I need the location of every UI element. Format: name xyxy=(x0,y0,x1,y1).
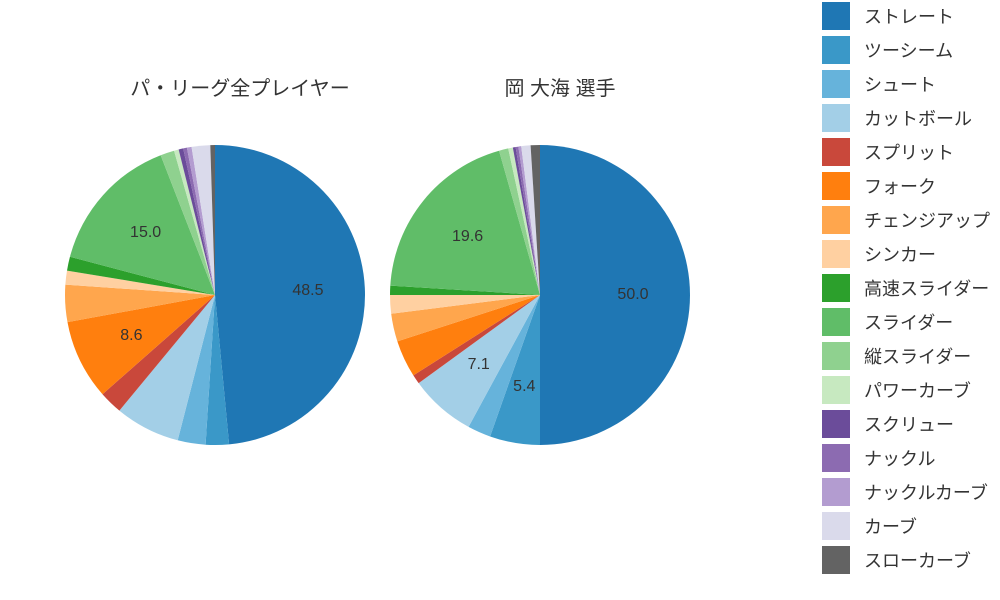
legend-item: シンカー xyxy=(822,242,990,266)
legend-label: ストレート xyxy=(864,3,954,29)
legend-item: 縦スライダー xyxy=(822,344,990,368)
legend-label: チェンジアップ xyxy=(864,207,990,233)
legend-label: スローカーブ xyxy=(864,547,971,573)
slice-label-fork: 8.6 xyxy=(120,327,142,345)
slice-label-straight: 48.5 xyxy=(292,282,323,300)
legend-item: スプリット xyxy=(822,140,990,164)
legend-swatch xyxy=(822,376,850,404)
legend-label: パワーカーブ xyxy=(864,377,971,403)
chart1-title: パ・リーグ全プレイヤー xyxy=(90,72,390,101)
legend: ストレートツーシームシュートカットボールスプリットフォークチェンジアップシンカー… xyxy=(822,4,990,582)
legend-label: フォーク xyxy=(864,173,936,199)
legend-item: スクリュー xyxy=(822,412,990,436)
legend-label: 縦スライダー xyxy=(864,343,971,369)
chart-container: { "background_color": "#ffffff", "text_c… xyxy=(0,0,1000,600)
legend-swatch xyxy=(822,444,850,472)
legend-swatch xyxy=(822,172,850,200)
legend-swatch xyxy=(822,512,850,540)
chart2-title: 岡 大海 選手 xyxy=(410,72,710,101)
slice-straight xyxy=(540,145,690,445)
legend-swatch xyxy=(822,240,850,268)
legend-swatch xyxy=(822,546,850,574)
legend-swatch xyxy=(822,478,850,506)
legend-swatch xyxy=(822,274,850,302)
legend-item: パワーカーブ xyxy=(822,378,990,402)
slice-label-straight: 50.0 xyxy=(617,286,648,304)
legend-item: 高速スライダー xyxy=(822,276,990,300)
legend-swatch xyxy=(822,2,850,30)
legend-item: シュート xyxy=(822,72,990,96)
legend-label: スクリュー xyxy=(864,411,954,437)
slice-label-slider: 15.0 xyxy=(130,224,161,242)
legend-label: スプリット xyxy=(864,139,954,165)
legend-swatch xyxy=(822,36,850,64)
legend-swatch xyxy=(822,138,850,166)
legend-item: ナックル xyxy=(822,446,990,470)
slice-label-cutball: 7.1 xyxy=(468,356,490,374)
legend-label: ツーシーム xyxy=(864,37,953,63)
legend-label: 高速スライダー xyxy=(864,275,989,301)
legend-item: カーブ xyxy=(822,514,990,538)
legend-label: カーブ xyxy=(864,513,917,539)
slice-label-twoseam: 5.4 xyxy=(513,378,535,396)
legend-swatch xyxy=(822,342,850,370)
legend-item: カットボール xyxy=(822,106,990,130)
legend-label: スライダー xyxy=(864,309,953,335)
legend-label: カットボール xyxy=(864,105,972,131)
slice-straight xyxy=(215,145,365,444)
legend-item: ナックルカーブ xyxy=(822,480,990,504)
legend-item: フォーク xyxy=(822,174,990,198)
legend-swatch xyxy=(822,104,850,132)
legend-swatch xyxy=(822,70,850,98)
legend-label: シンカー xyxy=(864,241,936,267)
legend-label: シュート xyxy=(864,71,936,97)
legend-swatch xyxy=(822,410,850,438)
slice-label-slider: 19.6 xyxy=(452,228,483,246)
legend-swatch xyxy=(822,308,850,336)
legend-label: ナックルカーブ xyxy=(864,479,988,505)
legend-item: チェンジアップ xyxy=(822,208,990,232)
legend-swatch xyxy=(822,206,850,234)
legend-item: スローカーブ xyxy=(822,548,990,572)
legend-item: ストレート xyxy=(822,4,990,28)
legend-item: スライダー xyxy=(822,310,990,334)
legend-item: ツーシーム xyxy=(822,38,990,62)
legend-label: ナックル xyxy=(864,445,935,471)
